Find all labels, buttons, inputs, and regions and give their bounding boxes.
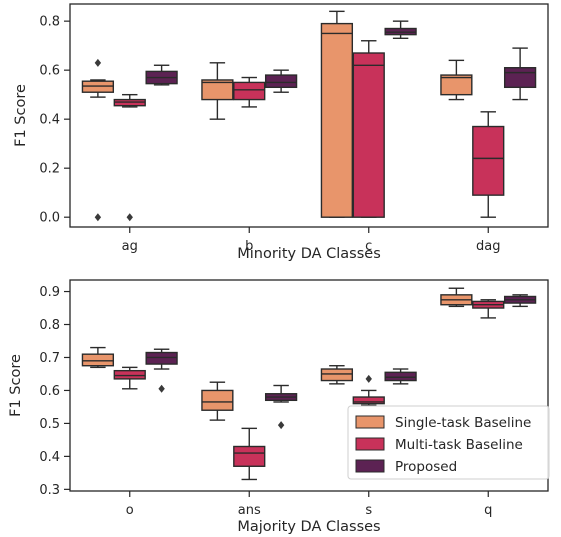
box-proposed-ag [145, 64, 178, 86]
minority-panel: 0.0 0.2 0.4 0.6 0.8 ag b c dag Minority DA Classe… [13, 3, 549, 262]
y-tick-label: 0.3 [39, 483, 60, 498]
x-tick-label-ag: ag [122, 239, 138, 254]
box-multi-task-baseline-ag [113, 93, 146, 222]
x-axis-label: Majority DA Classes [237, 519, 380, 535]
x-tick-label-dag: dag [476, 239, 500, 254]
box-body [352, 396, 385, 405]
box-body [384, 371, 417, 382]
x-tick-label-s: s [365, 503, 372, 518]
box-single-task-baseline-c [320, 10, 354, 218]
y-axis-label: F1 Score [13, 84, 29, 147]
y-tick-label: 0.4 [39, 450, 60, 465]
box-single-task-baseline-s [320, 365, 354, 385]
outlier-marker [126, 213, 133, 222]
x-tick-label-o: o [126, 503, 134, 518]
legend-label: Multi-task Baseline [395, 437, 523, 453]
y-tick-label: 0.2 [39, 162, 60, 177]
box-proposed-q [503, 294, 537, 308]
box-body [113, 369, 146, 380]
box-multi-task-baseline-s [352, 374, 385, 406]
outlier-marker [365, 374, 372, 383]
box-proposed-ans [264, 384, 298, 430]
box-multi-task-baseline-ans [233, 427, 266, 481]
y-tick-label: 0.6 [39, 384, 60, 399]
box-body [201, 389, 234, 411]
y-tick-label: 0.0 [39, 211, 60, 226]
legend-label: Single-task Baseline [395, 415, 531, 431]
y-tick-label: 0.8 [39, 318, 60, 333]
box-body [472, 125, 505, 196]
box-body [81, 353, 115, 367]
box-body [320, 22, 354, 218]
majority-panel: 0.3 0.4 0.5 0.6 0.7 0.8 0.9 o ans s q Majority DA C… [8, 279, 550, 535]
outlier-marker [94, 58, 102, 67]
box-single-task-baseline-dag [440, 59, 473, 101]
box-multi-task-baseline-c [352, 40, 385, 218]
x-tick-label-c: c [365, 239, 372, 254]
box-body [503, 67, 537, 89]
box-single-task-baseline-q [440, 287, 473, 308]
outlier-marker [94, 213, 102, 222]
box-proposed-o [145, 348, 178, 393]
x-tick-label-ans: ans [238, 503, 261, 518]
box-multi-task-baseline-q [472, 299, 505, 319]
box-body [320, 368, 354, 382]
y-tick-label: 0.9 [39, 285, 60, 300]
box-multi-task-baseline-o [113, 366, 146, 390]
y-tick-label: 0.7 [39, 351, 60, 366]
box-body [145, 351, 178, 365]
box-multi-task-baseline-dag [472, 111, 505, 218]
box-proposed-s [384, 368, 417, 385]
legend-frame [347, 405, 550, 480]
box-body [440, 74, 473, 96]
legend-swatch [355, 459, 385, 473]
box-single-task-baseline-o [81, 346, 115, 369]
y-axis-label: F1 Score [8, 354, 24, 417]
outlier-marker [158, 384, 165, 393]
axes-frame [69, 279, 549, 492]
box-body [233, 81, 266, 101]
x-axis-label: Minority DA Classes [237, 246, 381, 262]
box-body [201, 79, 234, 101]
legend: Single-task Baseline Multi-task Baseline P… [347, 405, 550, 480]
y-tick-label: 0.8 [39, 15, 60, 30]
x-tick-label-q: q [484, 503, 492, 518]
box-body [233, 445, 266, 467]
x-tick-label-b: b [245, 239, 253, 254]
box-proposed-dag [503, 47, 537, 101]
box-multi-task-baseline-b [233, 76, 266, 108]
box-proposed-c [384, 20, 417, 40]
legend-swatch [355, 415, 385, 429]
y-tick-label: 0.6 [39, 64, 60, 79]
box-single-task-baseline-ans [201, 381, 234, 421]
legend-label: Proposed [395, 459, 457, 475]
box-single-task-baseline-ag [81, 58, 115, 222]
axes-frame [69, 3, 549, 228]
box-proposed-b [264, 69, 298, 93]
box-body [352, 52, 385, 218]
legend-swatch [355, 437, 385, 451]
outlier-marker [277, 421, 285, 430]
y-tick-label: 0.5 [39, 417, 60, 432]
box-single-task-baseline-b [201, 62, 234, 120]
box-body [264, 74, 298, 89]
y-tick-label: 0.4 [39, 113, 60, 128]
